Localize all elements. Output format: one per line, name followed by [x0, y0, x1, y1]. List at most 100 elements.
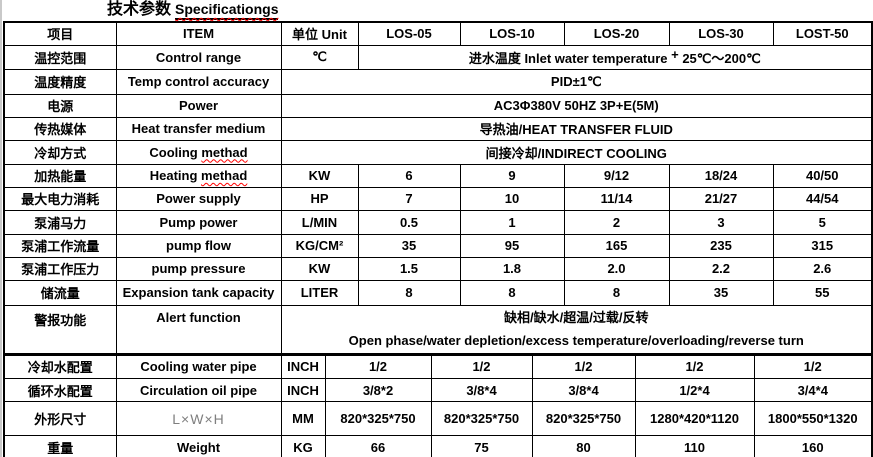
- value-cell[interactable]: 1.5: [357, 256, 461, 281]
- merged-value-cell[interactable]: AC3Φ380V 50HZ 3P+E(5M): [280, 93, 873, 118]
- row-label-en[interactable]: Cooling water pipe: [115, 354, 282, 379]
- row-label-zh[interactable]: 温控范围: [3, 44, 117, 70]
- row-label-zh[interactable]: 储流量: [3, 279, 117, 306]
- row-label-zh[interactable]: 冷却水配置: [3, 354, 117, 379]
- value-cell[interactable]: 8: [357, 279, 461, 306]
- value-cell[interactable]: 7: [357, 186, 461, 211]
- row-label-en[interactable]: Expansion tank capacity: [115, 279, 282, 306]
- row-label-en[interactable]: Weight: [115, 435, 282, 457]
- value-cell[interactable]: 80: [531, 435, 636, 457]
- value-cell[interactable]: 18/24: [668, 163, 774, 188]
- value-cell[interactable]: 110: [634, 435, 755, 457]
- row-label-zh[interactable]: 传热媒体: [3, 116, 117, 141]
- value-cell[interactable]: 8: [459, 279, 565, 306]
- value-cell[interactable]: 2.2: [668, 256, 774, 281]
- unit-cell[interactable]: LITER: [280, 279, 359, 306]
- unit-cell[interactable]: KG/CM²: [280, 233, 359, 258]
- merged-value-cell[interactable]: 进水温度 Inlet water temperature + 25℃～200℃: [357, 44, 873, 70]
- header-model-lost-50[interactable]: LOST-50: [772, 21, 873, 46]
- value-cell[interactable]: 1/2: [634, 354, 755, 379]
- value-cell[interactable]: 21/27: [668, 186, 774, 211]
- row-label-en[interactable]: Control range: [115, 44, 282, 70]
- value-cell[interactable]: 8: [563, 279, 670, 306]
- unit-cell[interactable]: INCH: [280, 354, 326, 379]
- value-cell[interactable]: 820*325*750: [430, 401, 533, 436]
- value-cell[interactable]: 1.8: [459, 256, 565, 281]
- row-label-en[interactable]: Power: [115, 93, 282, 118]
- row-label-en[interactable]: Heating methad: [115, 163, 282, 188]
- value-cell[interactable]: 3/8*4: [531, 378, 636, 402]
- header-model-los-20[interactable]: LOS-20: [563, 21, 670, 46]
- row-label-zh[interactable]: 泵浦工作流量: [3, 233, 117, 258]
- unit-cell[interactable]: INCH: [280, 378, 326, 402]
- header-model-los-30[interactable]: LOS-30: [668, 21, 774, 46]
- value-cell[interactable]: 1800*550*1320: [753, 401, 873, 436]
- row-label-en[interactable]: Circulation oil pipe: [115, 378, 282, 402]
- value-cell[interactable]: 11/14: [563, 186, 670, 211]
- row-label-en[interactable]: Temp control accuracy: [115, 68, 282, 95]
- merged-value-cell[interactable]: 导热油/HEAT TRANSFER FLUID: [280, 116, 873, 141]
- header-item-en[interactable]: ITEM: [115, 21, 282, 46]
- value-cell[interactable]: 2: [563, 209, 670, 235]
- row-label-zh[interactable]: 外形尺寸: [3, 401, 117, 436]
- value-cell[interactable]: 2.6: [772, 256, 873, 281]
- value-cell[interactable]: 35: [668, 279, 774, 306]
- value-cell[interactable]: 3/8*2: [324, 378, 432, 402]
- header-model-los-10[interactable]: LOS-10: [459, 21, 565, 46]
- header-item-zh[interactable]: 项目: [3, 21, 117, 46]
- value-cell[interactable]: 1/2: [531, 354, 636, 379]
- row-label-en[interactable]: Power supply: [115, 186, 282, 211]
- value-cell[interactable]: 75: [430, 435, 533, 457]
- value-cell[interactable]: 2.0: [563, 256, 670, 281]
- value-cell[interactable]: 35: [357, 233, 461, 258]
- row-label-zh[interactable]: 泵浦工作压力: [3, 256, 117, 281]
- value-cell[interactable]: 6: [357, 163, 461, 188]
- value-cell[interactable]: 820*325*750: [531, 401, 636, 436]
- row-label-en[interactable]: pump pressure: [115, 256, 282, 281]
- row-label-zh[interactable]: 加热能量: [3, 163, 117, 188]
- value-cell[interactable]: 1280*420*1120: [634, 401, 755, 436]
- row-label-en[interactable]: Alert function: [115, 304, 282, 354]
- unit-cell[interactable]: KG: [280, 435, 326, 457]
- unit-cell[interactable]: L/MIN: [280, 209, 359, 235]
- unit-cell[interactable]: KW: [280, 256, 359, 281]
- value-cell[interactable]: 10: [459, 186, 565, 211]
- value-cell[interactable]: 40/50: [772, 163, 873, 188]
- row-label-zh[interactable]: 泵浦马力: [3, 209, 117, 235]
- row-label-en[interactable]: L×W×H: [115, 401, 282, 436]
- row-label-en[interactable]: Heat transfer medium: [115, 116, 282, 141]
- value-cell[interactable]: 1/2: [324, 354, 432, 379]
- value-cell[interactable]: 95: [459, 233, 565, 258]
- unit-cell[interactable]: ℃: [280, 44, 359, 70]
- row-label-zh[interactable]: 电源: [3, 93, 117, 118]
- row-label-en[interactable]: Pump power: [115, 209, 282, 235]
- value-cell[interactable]: 55: [772, 279, 873, 306]
- merged-value-cell[interactable]: 间接冷却/INDIRECT COOLING: [280, 139, 873, 165]
- value-cell[interactable]: 1/2*4: [634, 378, 755, 402]
- value-cell[interactable]: 3: [668, 209, 774, 235]
- merged-value-cell[interactable]: PID±1℃: [280, 68, 873, 95]
- value-cell[interactable]: 9: [459, 163, 565, 188]
- value-cell[interactable]: 160: [753, 435, 873, 457]
- row-label-en[interactable]: Cooling methad: [115, 139, 282, 165]
- value-cell[interactable]: 5: [772, 209, 873, 235]
- value-cell[interactable]: 3/8*4: [430, 378, 533, 402]
- value-cell[interactable]: 315: [772, 233, 873, 258]
- value-cell[interactable]: 44/54: [772, 186, 873, 211]
- header-model-los-05[interactable]: LOS-05: [357, 21, 461, 46]
- value-cell[interactable]: 3/4*4: [753, 378, 873, 402]
- row-label-zh[interactable]: 循环水配置: [3, 378, 117, 402]
- value-cell[interactable]: 0.5: [357, 209, 461, 235]
- row-label-zh[interactable]: 重量: [3, 435, 117, 457]
- unit-cell[interactable]: HP: [280, 186, 359, 211]
- alert-merged-cell[interactable]: 缺相/缺水/超温/过载/反转 Open phase/water depletion…: [280, 304, 873, 354]
- value-cell[interactable]: 235: [668, 233, 774, 258]
- value-cell[interactable]: 1/2: [430, 354, 533, 379]
- header-unit[interactable]: 单位 Unit: [280, 21, 359, 46]
- row-label-zh[interactable]: 温度精度: [3, 68, 117, 95]
- value-cell[interactable]: 165: [563, 233, 670, 258]
- row-label-zh[interactable]: 警报功能: [3, 304, 117, 354]
- value-cell[interactable]: 66: [324, 435, 432, 457]
- value-cell[interactable]: 1: [459, 209, 565, 235]
- row-label-zh[interactable]: 冷却方式: [3, 139, 117, 165]
